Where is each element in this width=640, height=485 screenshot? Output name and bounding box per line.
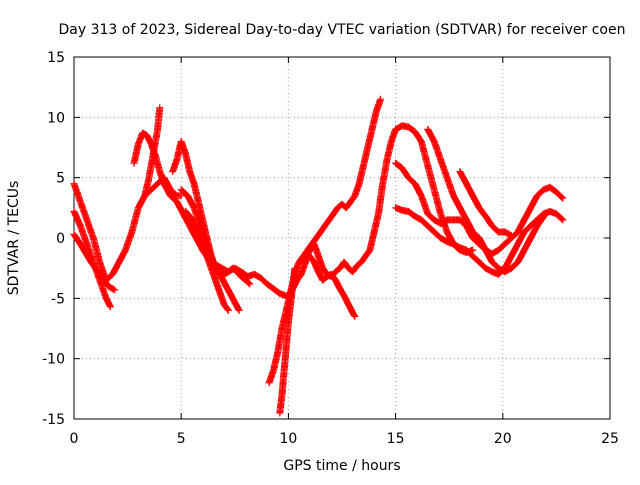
x-tick-label: 5 — [177, 431, 186, 447]
data-point-markers — [456, 168, 515, 240]
series-track-7 — [177, 186, 243, 314]
y-tick-label: -5 — [51, 291, 65, 307]
data-point-markers — [70, 230, 119, 294]
y-tick-label: 0 — [56, 231, 65, 247]
data-point-markers — [141, 104, 164, 200]
x-tick-label: 10 — [279, 431, 297, 447]
chart-title: Day 313 of 2023, Sidereal Day-to-day VTE… — [59, 22, 626, 38]
series-track-15 — [424, 125, 550, 276]
y-tick-label: -10 — [42, 352, 65, 368]
axis-ticks: 0 5 10 15 20 25 -15 -10 -5 0 5 10 15 — [42, 50, 619, 447]
series-track-3 — [70, 230, 119, 294]
data-point-markers — [177, 186, 243, 314]
data-point-markers — [182, 208, 232, 314]
x-tick-label: 0 — [70, 431, 79, 447]
y-tick-label: 5 — [56, 171, 65, 187]
y-tick-label: -15 — [42, 412, 65, 428]
y-axis-label: SDTVAR / TECUs — [6, 181, 22, 296]
series-track-8 — [182, 208, 232, 314]
data-point-markers — [284, 122, 477, 300]
data-point-markers — [424, 125, 550, 276]
series-track-16 — [456, 168, 515, 240]
x-tick-label: 15 — [387, 431, 405, 447]
data-points — [70, 95, 567, 417]
y-tick-label: 15 — [47, 50, 65, 66]
series-track-12 — [306, 252, 359, 320]
y-tick-label: 10 — [47, 110, 65, 126]
data-point-markers — [306, 252, 359, 320]
series-track-5 — [141, 104, 164, 200]
series-track-11 — [284, 122, 477, 300]
x-tick-label: 20 — [494, 431, 512, 447]
x-axis-label: GPS time / hours — [283, 458, 400, 474]
x-tick-label: 25 — [601, 431, 619, 447]
